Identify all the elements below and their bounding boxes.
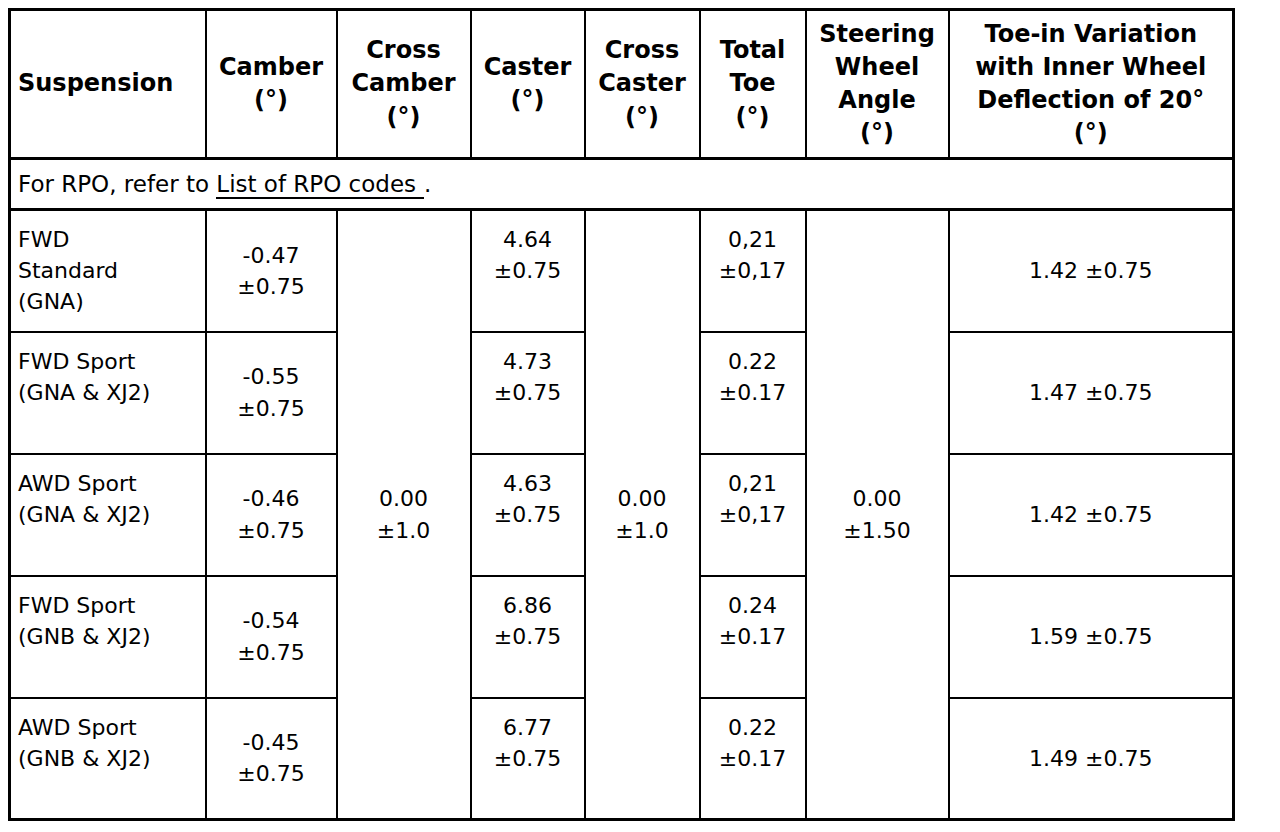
rpo-note-cell: For RPO, refer to List of RPO codes. (10, 159, 1234, 210)
col-header-steering-wheel-angle: Steering Wheel Angle (°) (806, 10, 949, 159)
cell-steering-wheel-angle-merged: 0.00 ±1.50 (806, 210, 949, 820)
cell-total-toe: 0,21 ±0,17 (700, 210, 806, 332)
cell-camber: -0.54 ±0.75 (206, 576, 337, 698)
rpo-codes-link[interactable]: List of RPO codes (216, 171, 424, 199)
table-row-fwd-standard-gna: FWD Standard (GNA) -0.47 ±0.75 0.00 ±1.0… (10, 210, 1234, 332)
rpo-note-suffix: . (424, 171, 431, 197)
cell-suspension: FWD Sport (GNA & XJ2) (10, 332, 206, 454)
cell-caster: 6.86 ±0.75 (471, 576, 585, 698)
cell-toe-in-variation: 1.47 ±0.75 (949, 332, 1234, 454)
col-header-caster: Caster (°) (471, 10, 585, 159)
cell-suspension: AWD Sport (GNA & XJ2) (10, 454, 206, 576)
cell-toe-in-variation: 1.59 ±0.75 (949, 576, 1234, 698)
col-header-cross-caster: Cross Caster (°) (585, 10, 700, 159)
cell-toe-in-variation: 1.49 ±0.75 (949, 698, 1234, 820)
cell-suspension: AWD Sport (GNB & XJ2) (10, 698, 206, 820)
cell-suspension: FWD Standard (GNA) (10, 210, 206, 332)
col-header-suspension: Suspension (10, 10, 206, 159)
col-header-cross-camber: Cross Camber (°) (337, 10, 471, 159)
cell-suspension: FWD Sport (GNB & XJ2) (10, 576, 206, 698)
cell-total-toe: 0.24 ±0.17 (700, 576, 806, 698)
cell-camber: -0.55 ±0.75 (206, 332, 337, 454)
cell-total-toe: 0,21 ±0,17 (700, 454, 806, 576)
col-header-toe-in-variation: Toe-in Variation with Inner Wheel Deflec… (949, 10, 1234, 159)
header-row: Suspension Camber (°) Cross Camber (°) C… (10, 10, 1234, 159)
cell-cross-camber-merged: 0.00 ±1.0 (337, 210, 471, 820)
cell-toe-in-variation: 1.42 ±0.75 (949, 210, 1234, 332)
cell-caster: 4.73 ±0.75 (471, 332, 585, 454)
cell-camber: -0.46 ±0.75 (206, 454, 337, 576)
cell-total-toe: 0.22 ±0.17 (700, 332, 806, 454)
cell-camber: -0.45 ±0.75 (206, 698, 337, 820)
cell-toe-in-variation: 1.42 ±0.75 (949, 454, 1234, 576)
col-header-camber: Camber (°) (206, 10, 337, 159)
cell-caster: 4.64 ±0.75 (471, 210, 585, 332)
cell-total-toe: 0.22 ±0.17 (700, 698, 806, 820)
rpo-note-row: For RPO, refer to List of RPO codes. (10, 159, 1234, 210)
suspension-alignment-spec-table: Suspension Camber (°) Cross Camber (°) C… (8, 8, 1235, 821)
cell-caster: 4.63 ±0.75 (471, 454, 585, 576)
rpo-note-prefix: For RPO, refer to (18, 171, 216, 197)
cell-caster: 6.77 ±0.75 (471, 698, 585, 820)
cell-camber: -0.47 ±0.75 (206, 210, 337, 332)
col-header-total-toe: Total Toe (°) (700, 10, 806, 159)
cell-cross-caster-merged: 0.00 ±1.0 (585, 210, 700, 820)
